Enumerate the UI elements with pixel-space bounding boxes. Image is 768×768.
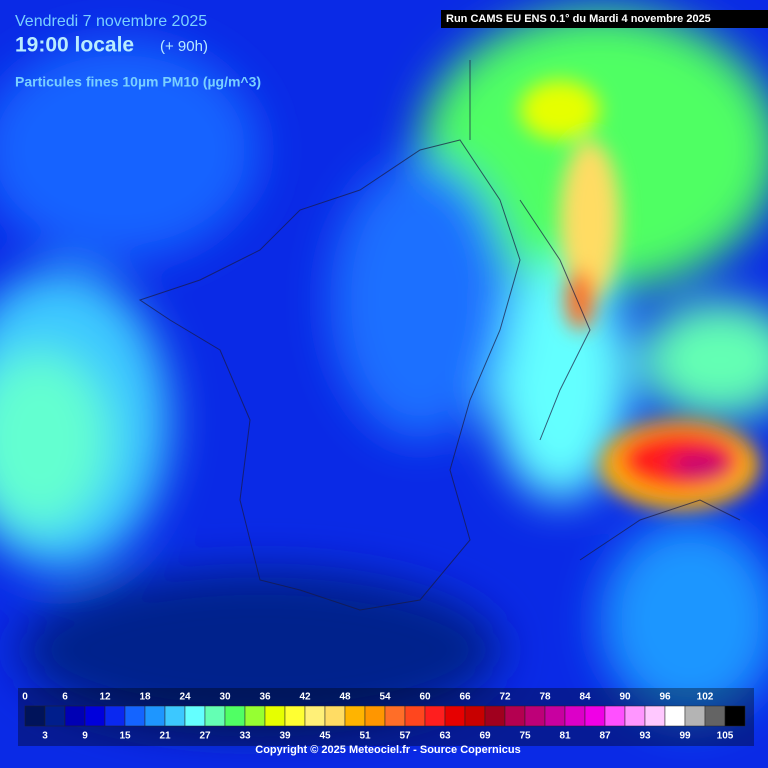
scale-box <box>24 705 46 727</box>
scale-label: 69 <box>479 731 491 742</box>
scale-box <box>324 705 346 727</box>
scale-box <box>464 705 486 727</box>
scale-label: 96 <box>659 692 671 703</box>
scale-box <box>504 705 526 727</box>
scale-box <box>184 705 206 727</box>
scale-label: 6 <box>62 692 68 703</box>
scale-label: 48 <box>339 692 351 703</box>
scale-label: 54 <box>379 692 391 703</box>
forecast-time: 19:00 locale <box>15 34 134 57</box>
scale-box <box>384 705 406 727</box>
scale-box <box>224 705 246 727</box>
scale-label: 0 <box>22 692 28 703</box>
scale-label: 81 <box>559 731 571 742</box>
scale-label: 105 <box>717 731 734 742</box>
color-scale: 0369121518212427303336394245485154576063… <box>18 688 754 746</box>
scale-box <box>104 705 126 727</box>
scale-label: 36 <box>259 692 271 703</box>
scale-box <box>304 705 326 727</box>
scale-box <box>704 705 726 727</box>
scale-label: 15 <box>119 731 131 742</box>
scale-box <box>124 705 146 727</box>
scale-label: 42 <box>299 692 311 703</box>
scale-box <box>164 705 186 727</box>
scale-box <box>604 705 626 727</box>
scale-box <box>584 705 606 727</box>
scale-box <box>644 705 666 727</box>
scale-label: 84 <box>579 692 591 703</box>
scale-label: 45 <box>319 731 331 742</box>
scale-box <box>84 705 106 727</box>
scale-label: 63 <box>439 731 451 742</box>
scale-box <box>424 705 446 727</box>
scale-label: 18 <box>139 692 151 703</box>
scale-label: 9 <box>82 731 88 742</box>
scale-label: 39 <box>279 731 291 742</box>
scale-label: 87 <box>599 731 611 742</box>
run-info: Run CAMS EU ENS 0.1° du Mardi 4 novembre… <box>446 13 711 25</box>
scale-label: 30 <box>219 692 231 703</box>
lead-time: (+ 90h) <box>160 38 208 55</box>
scale-box <box>544 705 566 727</box>
scale-box <box>204 705 226 727</box>
parameter: Particules fines 10µm PM10 (µg/m^3) <box>15 74 261 90</box>
scale-box <box>624 705 646 727</box>
scale-label: 72 <box>499 692 511 703</box>
scale-label: 75 <box>519 731 531 742</box>
run-banner <box>441 10 768 28</box>
scale-label: 60 <box>419 692 431 703</box>
scale-box <box>264 705 286 727</box>
scale-box <box>344 705 366 727</box>
scale-box <box>724 705 746 727</box>
scale-label: 12 <box>99 692 111 703</box>
scale-label: 93 <box>639 731 651 742</box>
scale-box <box>64 705 86 727</box>
scale-box <box>404 705 426 727</box>
scale-label: 99 <box>679 731 691 742</box>
scale-label: 102 <box>697 692 714 703</box>
scale-box <box>564 705 586 727</box>
scale-label: 24 <box>179 692 191 703</box>
borders <box>138 60 741 611</box>
scale-box <box>664 705 686 727</box>
scale-label: 57 <box>399 731 411 742</box>
scale-label: 51 <box>359 731 371 742</box>
scale-label: 27 <box>199 731 211 742</box>
copyright: Copyright © 2025 Meteociel.fr - Source C… <box>255 744 520 756</box>
scale-box <box>684 705 706 727</box>
forecast-date: Vendredi 7 novembre 2025 <box>15 13 207 30</box>
scale-label: 33 <box>239 731 251 742</box>
scale-box <box>284 705 306 727</box>
scale-box <box>364 705 386 727</box>
scale-label: 21 <box>159 731 171 742</box>
scale-box <box>144 705 166 727</box>
scale-box <box>484 705 506 727</box>
scale-box <box>44 705 66 727</box>
scale-box <box>244 705 266 727</box>
scale-label: 90 <box>619 692 631 703</box>
scale-label: 78 <box>539 692 551 703</box>
scale-label: 66 <box>459 692 471 703</box>
scale-label: 3 <box>42 731 48 742</box>
scale-box <box>524 705 546 727</box>
scale-box <box>444 705 466 727</box>
